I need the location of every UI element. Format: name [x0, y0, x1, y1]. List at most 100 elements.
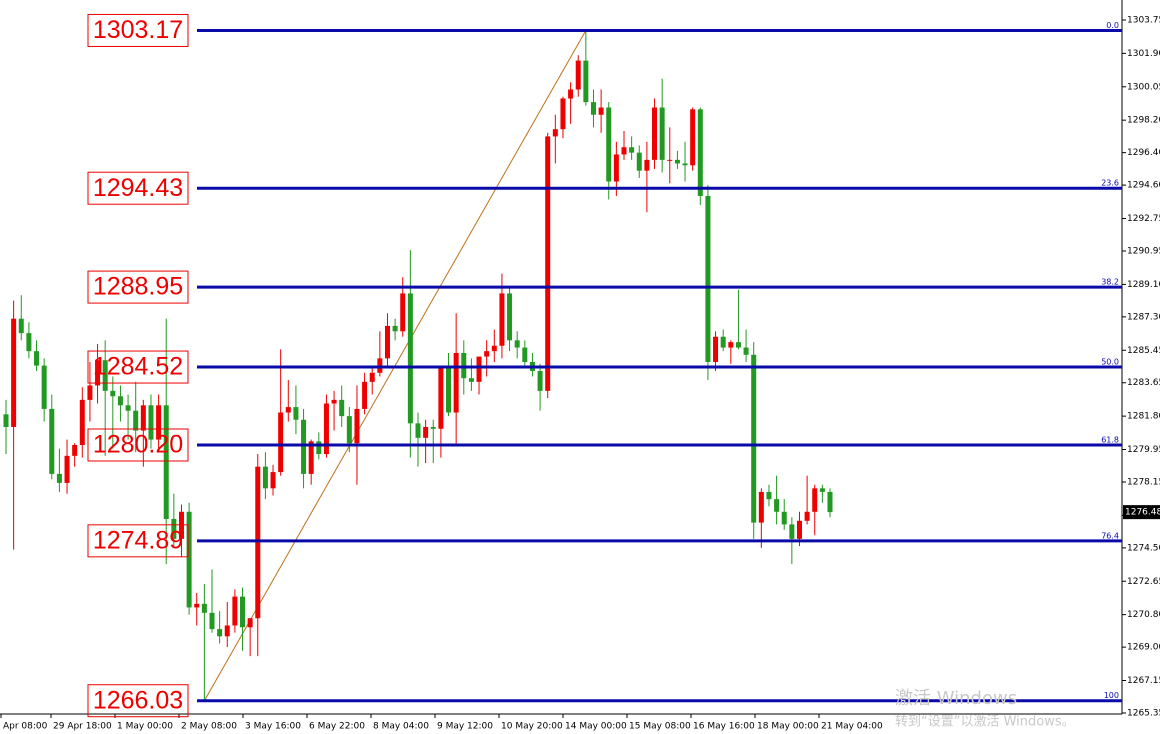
y-tick-label: 1270.80	[1127, 610, 1160, 620]
candle-body	[194, 603, 200, 608]
candle-body	[720, 336, 726, 348]
candle-body	[18, 318, 24, 334]
candle-body	[240, 596, 246, 628]
candle-body	[415, 423, 421, 438]
watermark-title: 激活 Windows	[895, 688, 1017, 709]
candle-body	[713, 336, 719, 362]
candle-body	[423, 426, 429, 438]
y-tick-label: 1285.45	[1127, 346, 1160, 356]
candle-body	[537, 371, 543, 391]
candle-body	[499, 293, 505, 346]
candle-body	[758, 491, 764, 523]
candle-body	[140, 405, 146, 431]
fib-ratio: 76.4	[1101, 531, 1119, 540]
x-tick-label: 8 May 04:00	[373, 722, 429, 732]
fib-price-box	[87, 524, 189, 558]
y-tick-label: 1296.40	[1127, 148, 1160, 158]
candle-body	[293, 407, 299, 420]
candle-body	[682, 163, 688, 166]
y-tick-label: 1298.20	[1127, 116, 1160, 126]
candle-body	[812, 488, 818, 512]
fib-price: 1288.95	[93, 273, 183, 301]
candle-body	[392, 325, 398, 332]
x-tick-label: 3 May 16:00	[245, 722, 301, 732]
candle-body	[331, 399, 337, 404]
candle-body	[34, 351, 40, 366]
candle-body	[514, 340, 520, 348]
y-tick-label: 1272.65	[1127, 577, 1160, 587]
candle-body	[568, 89, 574, 99]
candle-body	[369, 372, 375, 382]
fib-price: 1280.20	[93, 431, 183, 459]
candle-body	[583, 60, 589, 103]
candle-body	[476, 356, 482, 382]
candle-body	[110, 390, 116, 397]
candle-body	[774, 499, 780, 512]
candle-body	[438, 365, 444, 429]
candle-body	[751, 354, 757, 523]
candle-body	[735, 342, 741, 348]
candle-body	[400, 293, 406, 332]
fib-price: 1284.52	[93, 353, 183, 381]
fib-ratio: 100	[1104, 691, 1119, 700]
fib-ratio: 0.0	[1106, 21, 1119, 30]
fib-ratio: 61.8	[1101, 436, 1119, 445]
candle-body	[362, 381, 368, 409]
candle-body	[95, 360, 101, 386]
fib-price-box	[87, 13, 189, 47]
candle-body	[11, 318, 17, 427]
candle-body	[789, 524, 795, 539]
fib-ratio: 50.0	[1101, 358, 1119, 367]
candle-body	[56, 473, 62, 483]
y-tick-label: 1292.75	[1127, 214, 1160, 224]
fib-price-box	[87, 270, 189, 304]
y-tick-label: 1287.30	[1127, 312, 1160, 322]
candle-body	[26, 333, 32, 352]
candle-body	[316, 441, 322, 455]
fib-ratio: 38.2	[1101, 278, 1119, 287]
candle-body	[819, 488, 825, 492]
candle-body	[522, 347, 528, 362]
x-tick-label: 10 May 20:00	[501, 722, 563, 732]
y-tick-label: 1301.90	[1127, 49, 1160, 59]
candle-body	[171, 518, 177, 539]
candle-body	[346, 416, 352, 444]
candle-body	[148, 405, 154, 440]
candle-body	[484, 351, 490, 357]
x-tick-label: 15 May 08:00	[629, 722, 691, 732]
candle-body	[613, 154, 619, 182]
candle-body	[301, 419, 307, 474]
current-price-box	[1123, 505, 1160, 520]
candle-body	[697, 109, 703, 196]
fib-price: 1266.03	[93, 686, 183, 714]
fib-price-box	[87, 171, 189, 205]
fib-price: 1274.89	[93, 526, 183, 554]
fib-price: 1303.17	[93, 16, 183, 44]
candle-body	[232, 596, 238, 626]
candle-body	[49, 408, 55, 474]
candle-body	[262, 466, 268, 489]
candle-body	[323, 403, 329, 455]
candle-body	[659, 107, 665, 160]
watermark-hint: 转到“设置”以激活 Windows。	[895, 715, 1075, 730]
y-tick-label: 1303.75	[1127, 16, 1160, 26]
candle-body	[667, 159, 673, 161]
candle-body	[491, 345, 497, 352]
candle-body	[636, 152, 642, 171]
candle-body	[743, 347, 749, 355]
candle-body	[125, 405, 131, 411]
candle-body	[224, 625, 230, 637]
candle-body	[621, 147, 627, 155]
candle-body	[384, 325, 390, 359]
candle-body	[705, 195, 711, 362]
candle-body	[507, 293, 513, 341]
candle-body	[186, 511, 192, 608]
candle-body	[217, 629, 223, 637]
y-tick-label: 1267.15	[1127, 676, 1160, 686]
y-tick-label: 1283.65	[1127, 378, 1160, 388]
candle-body	[407, 293, 413, 424]
y-tick-label: 1290.95	[1127, 247, 1160, 257]
candle-body	[766, 491, 772, 500]
